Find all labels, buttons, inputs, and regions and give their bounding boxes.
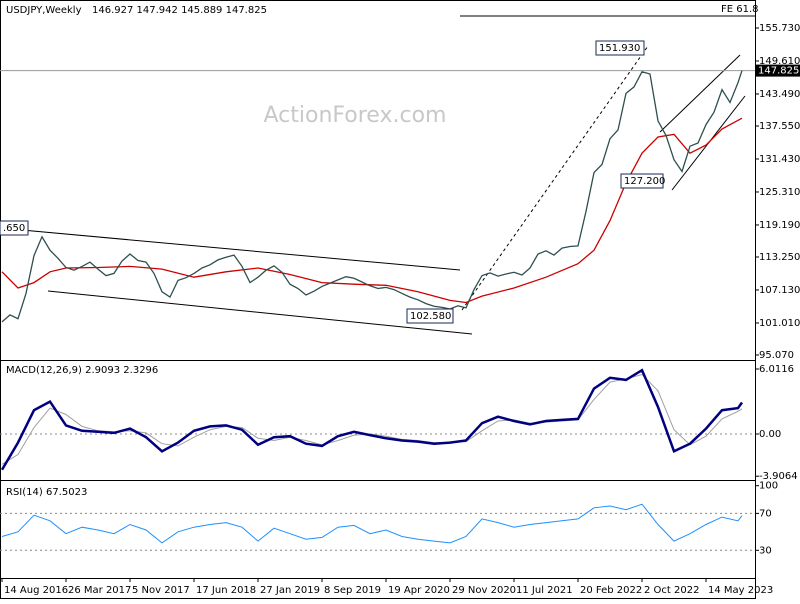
- series-line: [1, 503, 743, 544]
- last-price-label: 147.825: [758, 66, 799, 77]
- annotation: .650: [3, 223, 25, 234]
- panel-title: RSI(14) 67.5023: [6, 487, 87, 498]
- annotation-box: [620, 173, 664, 189]
- x-tick-label: 11 Jul 2021: [516, 585, 573, 596]
- y-tick-label: 149.610: [759, 56, 800, 67]
- channel-line: [0, 227, 461, 271]
- y-tick-label: 119.190: [759, 220, 800, 231]
- watermark: ActionForex.com: [264, 103, 447, 128]
- y-tick-label: 155.730: [759, 23, 800, 34]
- panel-title: MACD(12,26,9) 2.9093 2.3296: [6, 365, 158, 376]
- y-tick-label: 143.490: [759, 89, 800, 100]
- y-tick-label: 113.250: [759, 252, 800, 263]
- moving-average: [1, 117, 743, 304]
- annotation: 151.930: [599, 43, 640, 54]
- y-tick-label: 101.010: [759, 318, 800, 329]
- y-tick-label: 30: [759, 545, 772, 556]
- y-tick-label: 70: [759, 508, 772, 519]
- x-tick-label: 14 Aug 2016: [4, 585, 68, 596]
- annotation: 127.200: [624, 176, 665, 187]
- y-tick-label: 100: [759, 481, 778, 492]
- x-tick-label: 26 Mar 2017: [68, 585, 131, 596]
- y-tick-label: 125.310: [759, 187, 800, 198]
- x-tick-label: 20 Feb 2022: [580, 585, 642, 596]
- y-tick-label: -3.9064: [759, 471, 798, 482]
- annotation: 102.580: [410, 311, 451, 322]
- y-tick-label: 95.070: [759, 350, 794, 361]
- y-tick-label: 137.550: [759, 121, 800, 132]
- annotation-box: [595, 40, 645, 56]
- x-tick-label: 19 Apr 2020: [388, 585, 450, 596]
- frame: [0, 0, 756, 599]
- x-tick-label: 2 Oct 2022: [644, 585, 699, 596]
- y-tick-label: 131.430: [759, 154, 800, 165]
- channel-line: [47, 290, 473, 335]
- ohlc-label: 146.927 147.942 145.889 147.825: [92, 5, 267, 16]
- channel-line: [659, 54, 741, 133]
- x-tick-label: 5 Nov 2017: [132, 585, 190, 596]
- y-tick-label: 0.00: [759, 429, 781, 440]
- y-tick-label: 6.0116: [759, 364, 794, 375]
- annotation-box: [406, 308, 454, 324]
- annotation-box: [0, 220, 29, 236]
- last-price-box: [756, 64, 800, 77]
- x-tick-label: 27 Jan 2019: [260, 585, 320, 596]
- x-tick-label: 8 Sep 2019: [324, 585, 381, 596]
- annotation: FE 61.8: [721, 4, 759, 15]
- x-tick-label: 14 May 2023: [708, 585, 773, 596]
- series-line: [0, 368, 744, 471]
- series-line: [1, 70, 743, 323]
- chart-title: USDJPY,Weekly: [6, 5, 82, 16]
- x-tick-label: 29 Nov 2020: [452, 585, 516, 596]
- x-tick-label: 17 Jun 2018: [196, 585, 256, 596]
- y-tick-label: 107.130: [759, 285, 800, 296]
